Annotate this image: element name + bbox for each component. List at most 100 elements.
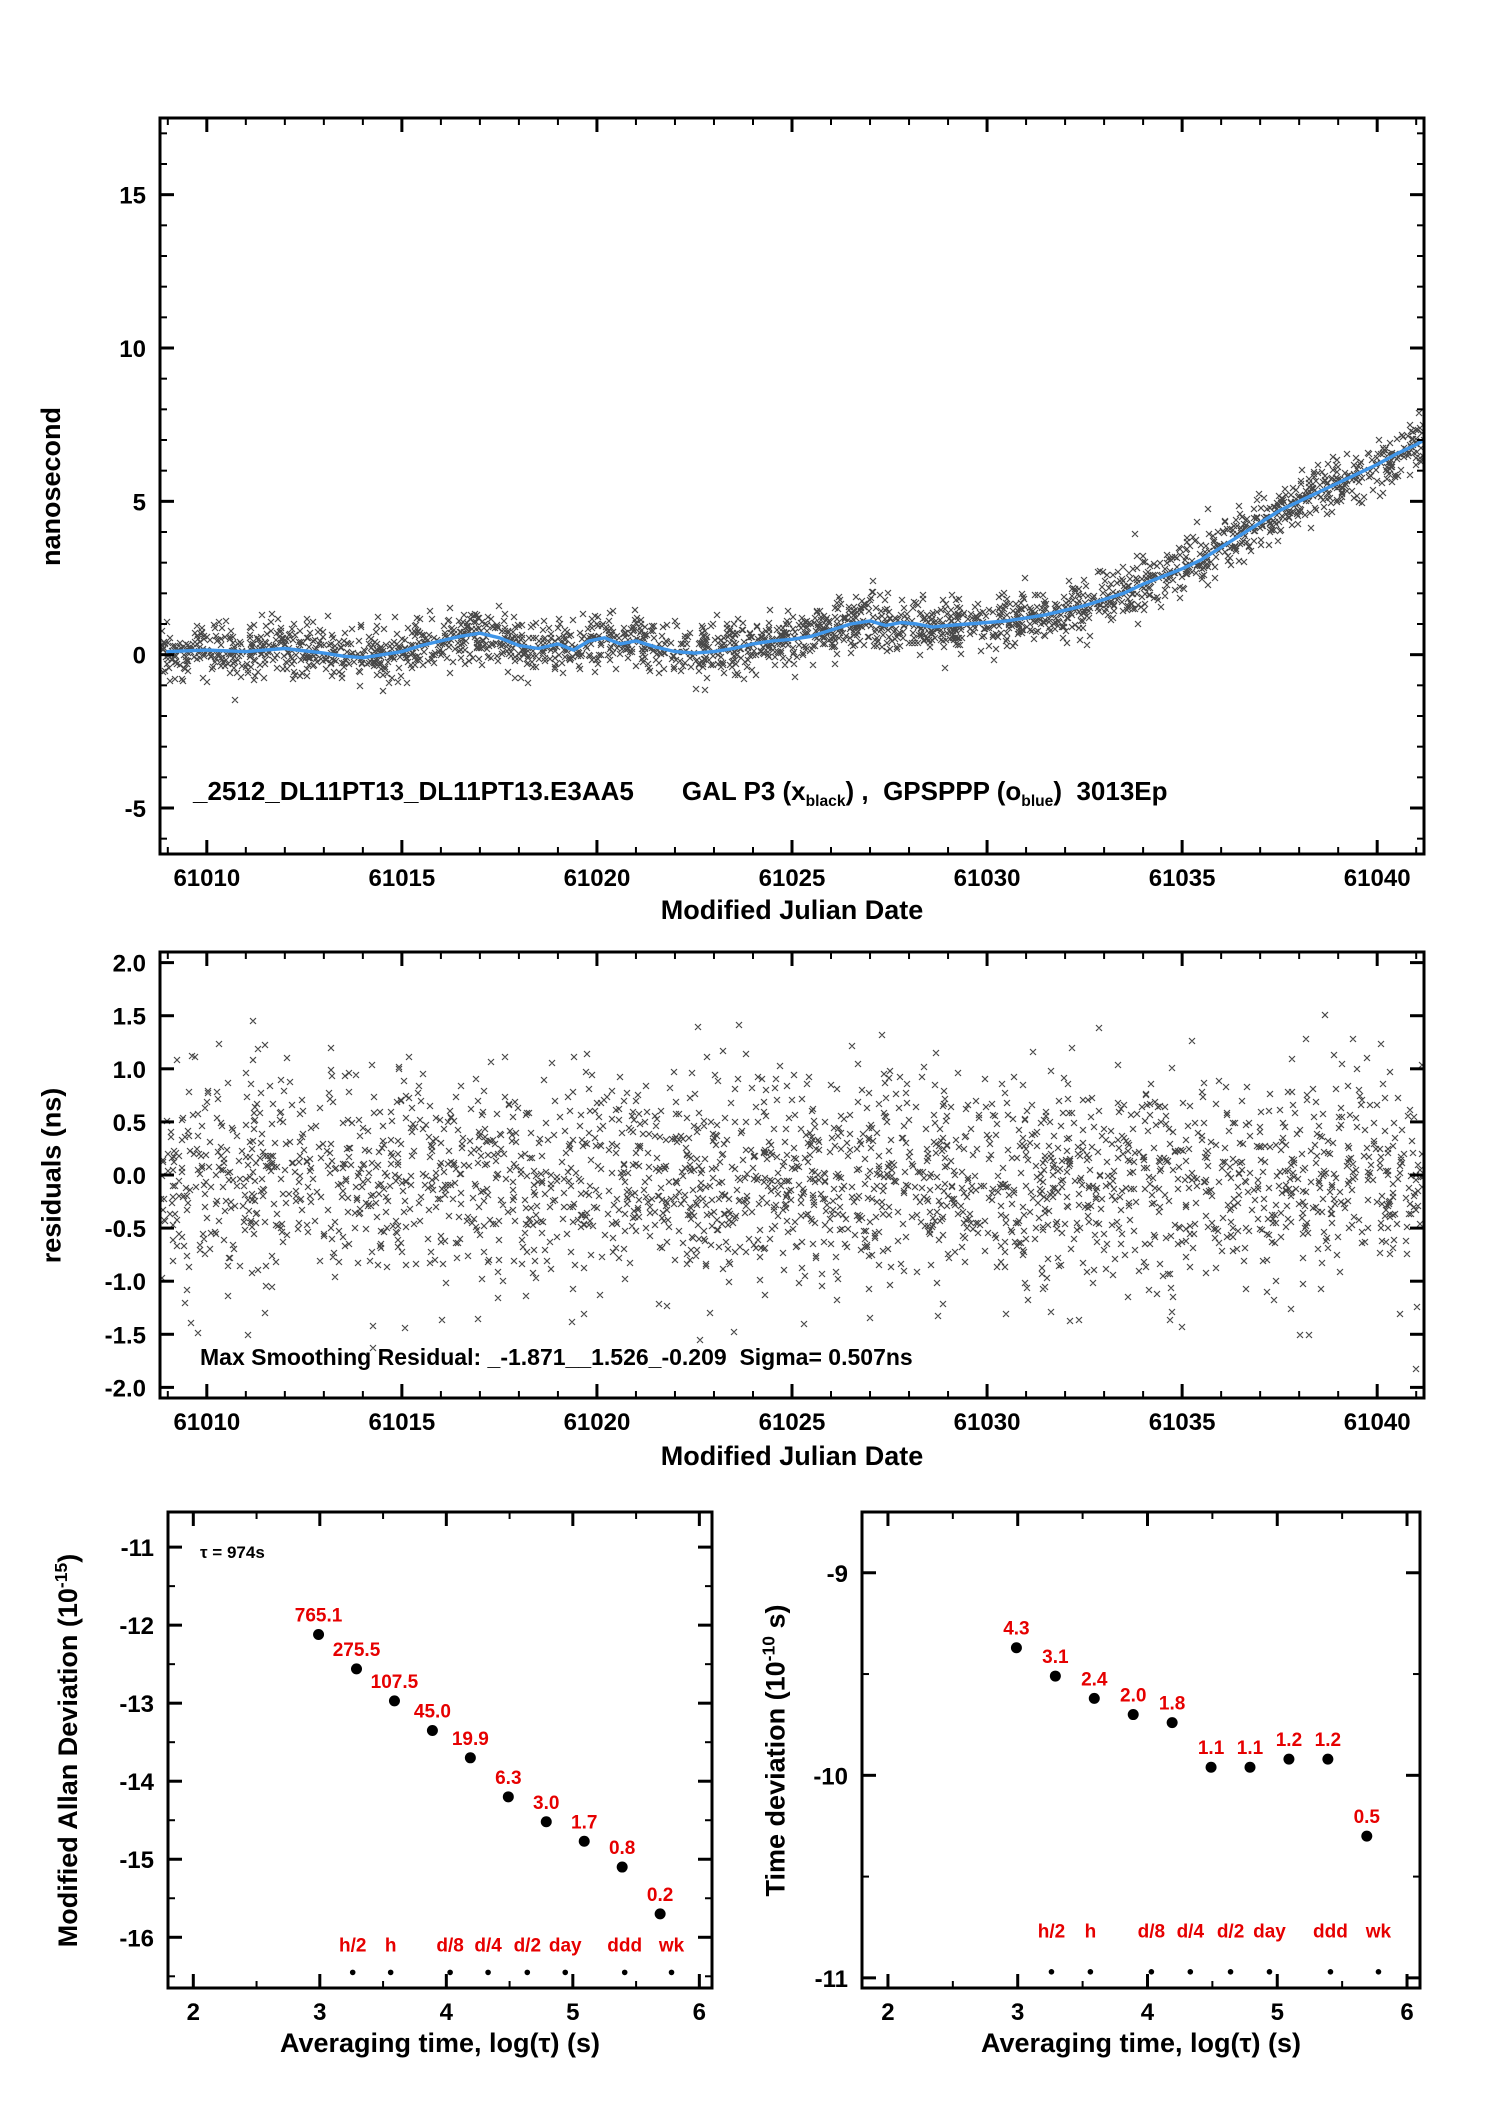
svg-text:3: 3 [313,1999,326,2026]
p1-annotation-series2-sub: blue [1021,793,1054,811]
svg-text:-2.0: -2.0 [105,1375,146,1402]
svg-text:61015: 61015 [369,865,436,892]
svg-text:1.2: 1.2 [1315,1730,1341,1751]
svg-text:1.2: 1.2 [1276,1730,1302,1751]
svg-text:61025: 61025 [759,865,826,892]
svg-text:day: day [1253,1921,1286,1942]
svg-text:-11: -11 [815,1966,848,1993]
p2-xlabel: Modified Julian Date [660,1441,924,1471]
svg-text:1.5: 1.5 [113,1004,146,1031]
svg-text:1.0: 1.0 [113,1057,146,1084]
svg-text:61010: 61010 [173,865,240,892]
svg-text:15: 15 [119,183,146,210]
svg-text:61035: 61035 [1149,865,1216,892]
svg-text:4: 4 [440,1999,454,2026]
p2-ylabel: residuals (ns) [36,1087,67,1263]
svg-text:-1.0: -1.0 [105,1269,146,1296]
svg-text:d/4: d/4 [474,1935,502,1956]
p1-annotation-file: _2512_DL11PT13_DL11PT13.E3AA5 [193,776,634,806]
p2-annotation: Max Smoothing Residual: _-1.871__1.526_-… [200,1344,913,1370]
svg-text:1.7: 1.7 [571,1812,597,1833]
svg-text:-0.5: -0.5 [105,1216,146,1243]
svg-text:3.0: 3.0 [533,1793,559,1814]
svg-text:1.1: 1.1 [1198,1738,1225,1759]
p3-xlabel: Averaging time, log(τ) (s) [279,2028,601,2058]
svg-text:19.9: 19.9 [452,1729,489,1750]
svg-text:h/2: h/2 [1038,1921,1065,1942]
svg-text:1.1: 1.1 [1237,1738,1264,1759]
svg-text:61025: 61025 [759,1409,826,1436]
svg-text:61015: 61015 [369,1409,436,1436]
svg-text:-15: -15 [119,1847,154,1874]
svg-text:5: 5 [1271,1999,1284,2026]
svg-text:61030: 61030 [954,865,1021,892]
svg-text:-1.5: -1.5 [105,1322,146,1349]
p4-xlabel: Averaging time, log(τ) (s) [980,2028,1302,2058]
svg-text:d/4: d/4 [1177,1921,1205,1942]
svg-text:61030: 61030 [954,1409,1021,1436]
svg-text:1.8: 1.8 [1159,1694,1185,1715]
svg-text:0: 0 [133,643,146,670]
p3-ylabel-exponent: -15 [51,1562,72,1588]
svg-text:6.3: 6.3 [495,1768,521,1789]
p1-annotation-series2: ) , GPSPPP (o [845,776,1022,806]
svg-text:107.5: 107.5 [371,1672,419,1693]
p1-annotation-epochs: ) 3013Ep [1053,776,1168,806]
svg-text:d/8: d/8 [436,1935,463,1956]
p4-ylabel: Time deviation (10-10 s) [759,1604,792,1896]
p3-ylabel-text: Modified Allan Deviation (10 [53,1587,84,1947]
p1-ylabel: nanosecond [36,406,67,566]
svg-text:2: 2 [881,1999,894,2026]
svg-text:2: 2 [187,1999,200,2026]
svg-text:3.1: 3.1 [1042,1647,1069,1668]
svg-text:0.8: 0.8 [609,1838,635,1859]
svg-text:6: 6 [693,1999,706,2026]
svg-text:2.0: 2.0 [1120,1686,1146,1707]
svg-text:-11: -11 [121,1535,154,1562]
svg-text:h/2: h/2 [339,1935,366,1956]
svg-text:61020: 61020 [564,865,631,892]
p1-annotation-series1-sub: black [805,793,846,811]
svg-text:ddd: ddd [607,1935,642,1956]
svg-text:-5: -5 [125,796,146,823]
p4-ylabel-wrap: Time deviation (10-10 s) [753,1512,797,1988]
p2-ylabel-wrap: residuals (ns) [30,952,74,1398]
svg-text:61020: 61020 [564,1409,631,1436]
svg-text:5: 5 [566,1999,579,2026]
p3-ylabel-close: ) [53,1553,84,1563]
p4-ylabel-text: Time deviation (10 [760,1660,791,1896]
svg-text:d/8: d/8 [1138,1921,1165,1942]
svg-text:10: 10 [119,336,146,363]
svg-text:765.1: 765.1 [295,1606,343,1627]
p3-tau-note: τ = 974s [200,1543,265,1562]
svg-text:0.5: 0.5 [113,1110,146,1137]
p1-xlabel: Modified Julian Date [660,895,924,925]
svg-text:2.0: 2.0 [113,951,146,978]
svg-text:wk: wk [1365,1921,1392,1942]
p1-annotation-series1: GAL P3 (x [681,776,806,806]
svg-text:2.4: 2.4 [1081,1669,1108,1690]
svg-text:3: 3 [1011,1999,1024,2026]
svg-text:0.5: 0.5 [1354,1807,1381,1828]
p3-ylabel-wrap: Modified Allan Deviation (10-15) [46,1512,90,1988]
svg-text:h: h [1085,1921,1097,1942]
svg-text:275.5: 275.5 [333,1640,381,1661]
svg-text:0.0: 0.0 [113,1163,146,1190]
svg-text:day: day [549,1935,582,1956]
svg-text:6: 6 [1400,1999,1413,2026]
svg-text:d/2: d/2 [514,1935,541,1956]
svg-text:61040: 61040 [1344,865,1411,892]
svg-text:-10: -10 [813,1763,848,1790]
svg-text:d/2: d/2 [1217,1921,1244,1942]
p1-annotation: _2512_DL11PT13_DL11PT13.E3AA5 GAL P3 (xbl… [193,776,1168,811]
p4-ylabel-close: s) [760,1604,791,1636]
svg-text:5: 5 [133,489,146,516]
svg-text:4: 4 [1141,1999,1155,2026]
svg-text:h: h [385,1935,397,1956]
svg-text:-14: -14 [119,1769,154,1796]
p1-ylabel-wrap: nanosecond [30,118,74,854]
svg-text:-9: -9 [827,1561,848,1588]
svg-text:61010: 61010 [173,1409,240,1436]
